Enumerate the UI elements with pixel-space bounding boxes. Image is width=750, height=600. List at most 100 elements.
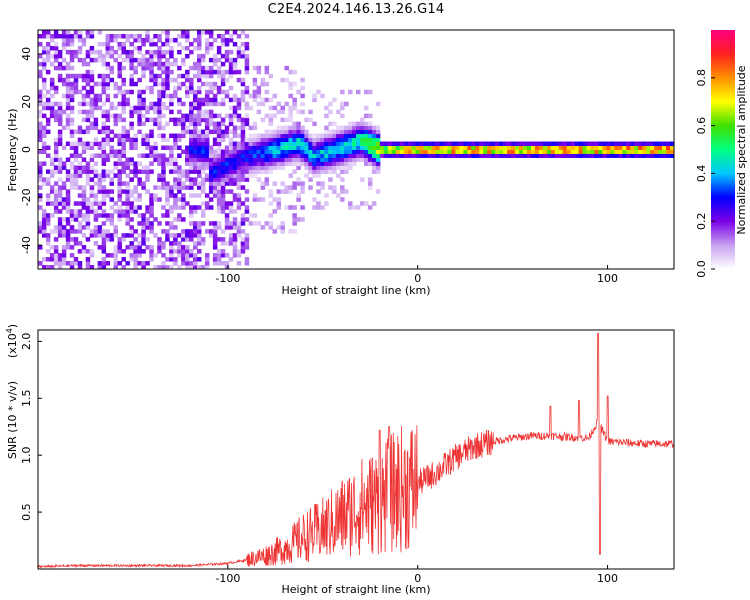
spectrogram-cell	[81, 217, 87, 222]
spectrogram-cell	[224, 129, 230, 135]
spectrogram-cell	[256, 153, 262, 158]
spectrogram-cell	[97, 81, 103, 87]
spectrogram-cell	[447, 145, 452, 150]
spectrogram-cell	[236, 77, 242, 83]
spectrogram-cell	[141, 41, 146, 47]
spectrogram-cell	[161, 85, 166, 91]
spectrogram-cell	[57, 169, 63, 174]
spectrogram-cell	[197, 105, 202, 111]
spectrogram-cell	[65, 97, 71, 103]
spectrogram-cell	[367, 153, 373, 158]
spectrogram-cell	[240, 41, 246, 47]
spectrogram-cell	[300, 153, 305, 158]
spectrogram-cell	[200, 113, 206, 119]
spectrogram-cell	[73, 201, 79, 206]
spectrogram-cell	[197, 133, 202, 139]
spectrogram-cell	[193, 245, 198, 250]
spectrogram-cell	[69, 209, 75, 214]
spectrogram-cell	[483, 141, 488, 147]
spectrogram-cell	[268, 193, 274, 198]
spectrogram-cell	[69, 177, 75, 182]
spectrogram-cell	[224, 49, 230, 55]
spectrogram-cell	[244, 105, 250, 111]
spectrogram-cell	[121, 125, 126, 131]
spectrogram-cell	[204, 109, 210, 115]
spectrogram-cell	[169, 225, 174, 230]
spectrogram-cell	[197, 137, 202, 143]
spectrogram-cell	[272, 229, 277, 234]
spectrogram-cell	[320, 157, 325, 162]
spectrogram-cell	[61, 161, 67, 166]
spectrogram-cell	[173, 161, 178, 166]
spectrogram-cell	[312, 149, 317, 154]
spectrogram-cell	[367, 113, 373, 119]
spectrogram-cell	[371, 137, 377, 143]
spectrogram-cell	[216, 257, 222, 262]
spectrogram-cell	[109, 77, 115, 83]
colorbar-label: Normalized spectral amplitude	[735, 65, 748, 234]
spectrogram-cell	[85, 33, 91, 39]
spectrogram-cell	[292, 169, 297, 174]
spectrogram-cell	[141, 61, 146, 67]
spectrogram-cell	[483, 149, 488, 154]
spectrogram-cell	[264, 81, 270, 87]
spectrogram-cell	[141, 73, 146, 79]
spectrogram-cell	[189, 49, 194, 55]
spectrogram-cell	[77, 185, 83, 190]
spectrogram-cell	[344, 137, 349, 143]
spectrogram-cell	[73, 229, 79, 234]
spectrogram-cell	[463, 153, 468, 158]
spectrogram-cell	[363, 129, 369, 135]
spectrogram-cell	[181, 125, 186, 131]
spectrogram-cell	[316, 157, 321, 162]
spectrogram-cell	[49, 213, 55, 218]
spectrogram-cell	[197, 233, 202, 238]
spectrogram-cell	[161, 125, 166, 131]
spectrogram-cell	[252, 125, 258, 131]
spectrogram-cell	[145, 173, 150, 178]
spectrogram-cell	[81, 213, 87, 218]
spectrogram-cell	[145, 237, 150, 242]
spectrogram-cell	[93, 81, 99, 87]
spectrogram-cell	[204, 229, 210, 234]
spectrogram-cell	[244, 117, 250, 123]
spectrogram-cell	[125, 193, 130, 198]
spectrogram-ytick-label: 20	[20, 95, 33, 109]
spectrogram-cell	[45, 221, 51, 226]
spectrogram-cell	[133, 57, 138, 63]
spectrogram-cell	[129, 77, 134, 83]
spectrogram-cell	[173, 57, 178, 63]
spectrogram-cell	[161, 105, 166, 111]
spectrogram-cell	[332, 149, 337, 154]
spectrogram-cell	[77, 73, 83, 79]
spectrogram-cell	[173, 237, 178, 242]
spectrogram-cell	[189, 205, 194, 210]
spectrogram-cell	[208, 189, 214, 194]
spectrogram-cell	[236, 197, 242, 202]
spectrogram-cell	[363, 137, 369, 143]
spectrogram-cell	[53, 189, 59, 194]
spectrogram-cell	[65, 49, 71, 55]
spectrogram-cell	[224, 177, 230, 182]
spectrogram-cell	[49, 37, 55, 43]
spectrogram-cell	[189, 77, 194, 83]
spectrogram-cell	[53, 193, 59, 198]
spectrogram-cell	[117, 33, 122, 39]
spectrogram-cell	[173, 165, 178, 170]
spectrogram-cell	[69, 73, 75, 79]
spectrogram-cell	[65, 221, 71, 226]
spectrogram-cell	[288, 205, 293, 210]
spectrogram-cell	[292, 229, 297, 234]
spectrogram-cell	[113, 225, 118, 230]
spectrogram-cell	[73, 149, 79, 154]
spectrogram-cell	[57, 109, 63, 115]
spectrogram-cell	[363, 149, 369, 154]
spectrogram-cell	[455, 141, 460, 147]
spectrogram-cell	[73, 33, 79, 39]
spectrogram-cell	[208, 153, 214, 158]
spectrogram-cell	[534, 141, 540, 147]
spectrogram-cell	[85, 225, 91, 230]
spectrogram-cell	[280, 229, 285, 234]
spectrogram-cell	[85, 69, 91, 75]
